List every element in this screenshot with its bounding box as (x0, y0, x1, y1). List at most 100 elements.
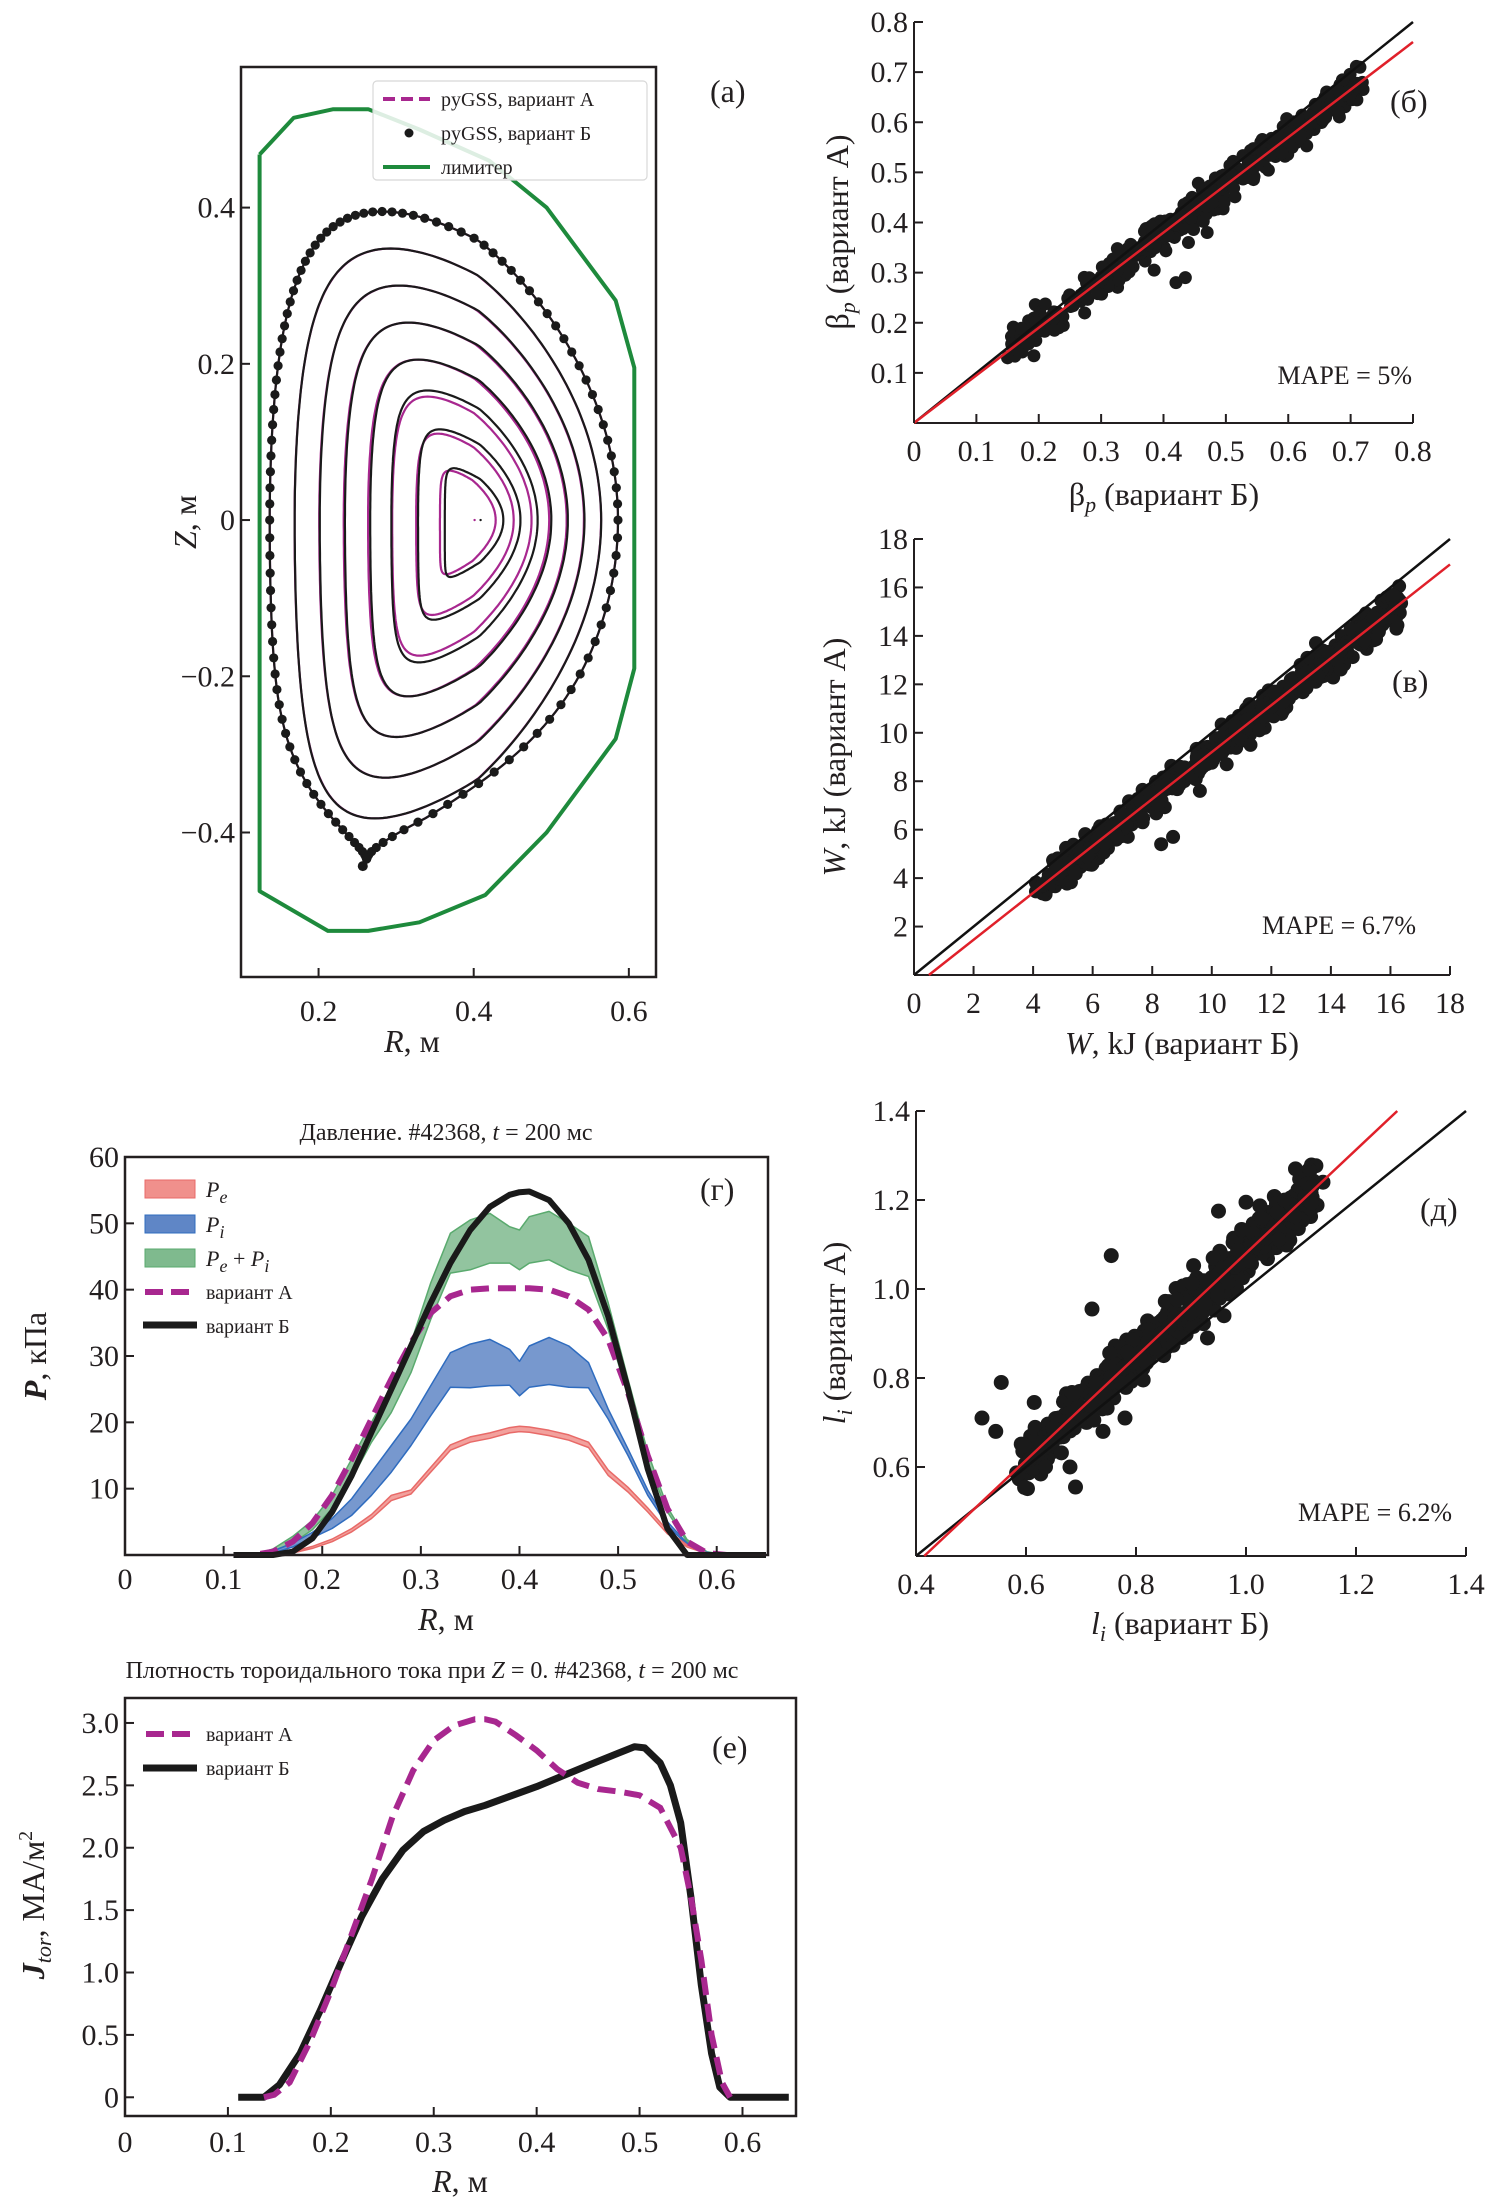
lcfs-marker-variant-b (265, 515, 275, 525)
lcfs-marker-variant-b (310, 240, 320, 250)
scatter-point (1065, 1386, 1081, 1402)
flux-surface-variant-b (343, 321, 569, 739)
legend-symbol: P (250, 1246, 264, 1271)
scatter-outlier-point (1062, 1459, 1078, 1475)
scatter-point (1159, 244, 1173, 258)
scatter-point (1125, 1332, 1141, 1348)
y-tick-label: 0.5 (871, 156, 909, 189)
y-label-subscript: p (835, 302, 860, 315)
scatter-point (1320, 645, 1335, 660)
scatter-outlier-point (974, 1410, 990, 1426)
lcfs-marker-variant-b (290, 755, 300, 765)
panel-e-legend: вариант А вариант Б (143, 1724, 293, 1780)
lcfs-marker-variant-b (533, 297, 544, 307)
limiter-line (257, 107, 637, 933)
y-tick-label: 6 (893, 814, 908, 847)
panel-v-ticks: 0 2 4 6 8 10 12 14 16 18 2 4 6 8 10 12 14 16 18 (878, 523, 1465, 1020)
scatter-point (1214, 173, 1228, 187)
lcfs-marker-variant-b (469, 233, 479, 243)
scatter-point (1217, 196, 1231, 210)
lcfs-marker-variant-b (272, 684, 282, 695)
legend-symbol: P (205, 1246, 219, 1271)
lcfs-marker-variant-b (368, 207, 378, 217)
flux-surface-variant-a (367, 358, 551, 698)
lcfs-marker-variant-b (285, 297, 295, 307)
scatter-outlier-point (1154, 837, 1169, 852)
x-point-marker (357, 861, 368, 872)
panel-v-plot-area (913, 538, 1451, 976)
scatter-point (1252, 1198, 1268, 1214)
scatter-outlier-point (1319, 110, 1333, 124)
lcfs-marker-variant-b (267, 620, 277, 630)
lcfs-marker-variant-b (371, 842, 381, 853)
flux-surface-variant-a (415, 432, 515, 617)
scatter-outlier-point (1200, 1330, 1215, 1346)
lcfs-marker-variant-b (593, 404, 603, 415)
lcfs-marker-variant-b (273, 361, 283, 371)
panel-b-x-axis-label: βp (вариант Б) (1069, 476, 1259, 517)
lcfs-marker-variant-b (300, 256, 310, 266)
y-tick-label: 30 (89, 1340, 119, 1373)
panel-label-d: (д) (1420, 1191, 1458, 1227)
lcfs-marker-variant-b (305, 248, 315, 258)
lcfs-marker-variant-b (288, 286, 299, 296)
scatter-outlier-point (993, 1374, 1009, 1390)
scatter-point (1084, 1392, 1100, 1408)
x-tick-label: 0.6 (610, 995, 648, 1028)
x-tick-label: 0.4 (455, 995, 493, 1028)
scatter-outlier-point (1166, 829, 1181, 844)
y-tick-label: 2.0 (82, 1832, 120, 1865)
scatter-outlier-point (988, 1423, 1004, 1439)
scatter-point (1241, 1253, 1257, 1269)
scatter-point (1113, 804, 1128, 819)
scatter-outlier-point (1095, 1423, 1111, 1439)
lcfs-marker-variant-b (420, 213, 430, 223)
panel-b-mape-annotation: MAPE = 5% (1277, 361, 1412, 390)
title-time-symbol: t (492, 1120, 500, 1146)
scatter-point (1120, 1344, 1136, 1360)
lcfs-marker-variant-b (269, 653, 279, 663)
scatter-outlier-point (1200, 226, 1214, 240)
scatter-point (1017, 1438, 1033, 1454)
lcfs-marker-variant-b (488, 248, 498, 258)
y-tick-label: 0.4 (871, 207, 909, 240)
fit-line (923, 1110, 1399, 1557)
lcfs-marker-variant-b (456, 227, 466, 237)
panel-a-flux-surfaces: 0.2 0.4 0.6 −0.4 −0.2 0 0.2 0.4 pyGSS, вариант … (167, 65, 746, 1059)
lcfs-marker-variant-b (444, 222, 454, 232)
scatter-point (1014, 321, 1028, 335)
lcfs-marker-variant-b (458, 789, 468, 799)
scatter-point (1227, 181, 1241, 195)
panel-g-legend: Pe Pi Pe + Pi вариант А вариант Б (143, 1177, 293, 1338)
scatter-point (1210, 1287, 1226, 1303)
scatter-point (1102, 1345, 1118, 1361)
lcfs-marker-variant-b (265, 467, 276, 477)
y-tick-label: 0.8 (873, 1362, 911, 1395)
x-tick-label: 0.2 (300, 995, 338, 1028)
panel-g-y-axis-label: P, кПа (17, 1312, 53, 1401)
y-label-superscript: 2 (15, 1831, 37, 1841)
y-label-unit: , МА/м (15, 1841, 51, 1938)
scatter-point (1240, 712, 1255, 727)
title-text-part: = 200 мс (645, 1658, 738, 1684)
scatter-outlier-point (1178, 271, 1192, 285)
scatter-outlier-point (1026, 1394, 1042, 1410)
y-tick-label: 0 (104, 2081, 119, 2114)
x-label-subscript: i (1100, 1621, 1106, 1646)
lcfs-marker-variant-b (275, 347, 285, 357)
x-label-symbol: β (1069, 476, 1085, 512)
y-tick-label: −0.2 (181, 660, 235, 693)
scatter-point (1332, 84, 1346, 98)
y-tick-label: 10 (89, 1473, 119, 1506)
legend-label-pe: Pe (205, 1177, 227, 1207)
scatter-point (1038, 1459, 1054, 1475)
x-tick-label: 0.4 (501, 1563, 539, 1596)
scatter-outlier-point (1252, 723, 1267, 738)
lcfs-marker-variant-b (281, 728, 291, 738)
x-tick-label: 14 (1316, 987, 1346, 1020)
scatter-point (1220, 1275, 1236, 1291)
lcfs-marker-variant-b (270, 669, 280, 679)
lcfs-marker-variant-b (265, 483, 275, 493)
legend-subscript: i (219, 1222, 224, 1242)
y-tick-label: 0.4 (198, 192, 236, 225)
